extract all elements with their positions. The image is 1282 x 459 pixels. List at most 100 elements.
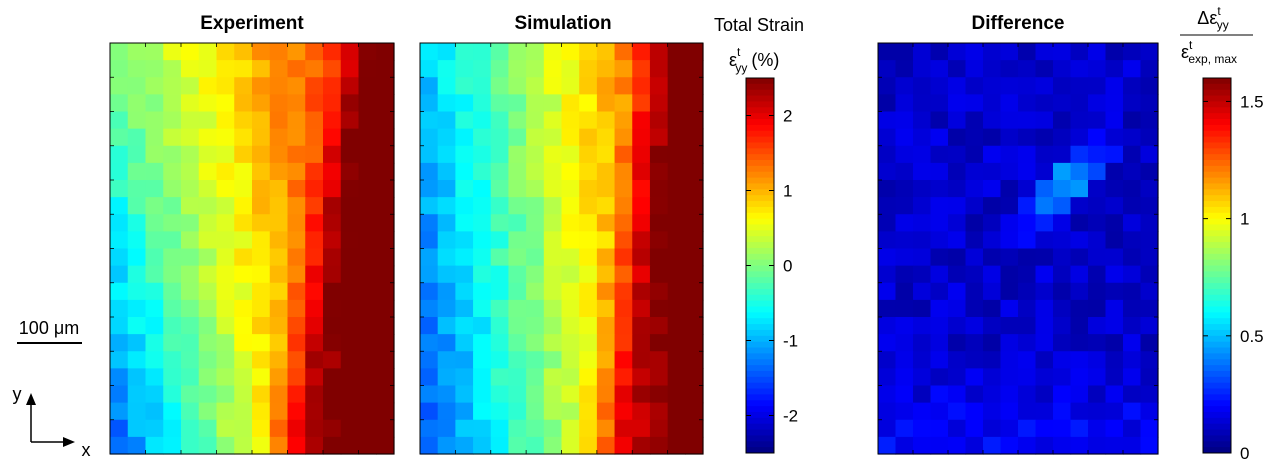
heatmap-cell: [526, 60, 545, 78]
colorbar-step: [746, 224, 774, 231]
heatmap-cell: [561, 180, 580, 198]
heatmap-cell: [340, 419, 360, 438]
heatmap-cell: [983, 402, 1002, 421]
heatmap-difference: [877, 42, 1159, 455]
heatmap-cell: [878, 43, 897, 61]
colorbar-step: [746, 177, 774, 184]
heatmap-cell: [198, 197, 218, 215]
heatmap-cell: [1000, 231, 1019, 250]
heatmap-cell: [110, 231, 129, 250]
heatmap-cell: [685, 197, 704, 215]
heatmap-cell: [234, 60, 253, 78]
heatmap-cell: [1140, 145, 1159, 164]
heatmap-cell: [145, 436, 164, 455]
heatmap-cell: [895, 180, 914, 198]
heatmap-cell: [1105, 368, 1124, 387]
colorbar-step: [746, 183, 774, 190]
heatmap-cell: [508, 334, 527, 352]
heatmap-cell: [287, 111, 306, 130]
heatmap-cell: [358, 282, 377, 301]
colorbar-step: [746, 160, 774, 167]
heatmap-cell: [163, 231, 182, 250]
heatmap-cell: [685, 60, 704, 78]
colorbar-step: [746, 400, 774, 407]
heatmap-cell: [543, 180, 563, 198]
heatmap-cell: [305, 265, 324, 284]
colorbar-step: [1203, 382, 1231, 390]
heatmap-cell: [965, 77, 984, 95]
heatmap-cell: [1018, 145, 1037, 164]
heatmap-cell: [323, 77, 342, 95]
heatmap-cell: [234, 197, 253, 215]
heatmap-cell: [913, 402, 932, 421]
heatmap-cell: [913, 368, 932, 387]
heatmap-cell: [1000, 248, 1019, 267]
heatmap-cell: [216, 128, 235, 147]
heatmap-cell: [878, 180, 897, 198]
heatmap-cell: [930, 231, 949, 250]
heatmap-cell: [1000, 317, 1019, 335]
heatmap-cell: [216, 265, 235, 284]
heatmap-cell: [234, 111, 253, 130]
heatmap-cell: [420, 385, 439, 404]
heatmap-cell: [913, 43, 932, 61]
heatmap-cell: [420, 265, 439, 284]
heatmap-cell: [323, 94, 342, 113]
heatmap-cell: [930, 402, 949, 421]
heatmap-cell: [878, 197, 897, 215]
heatmap-cell: [420, 368, 439, 387]
heatmap-cell: [614, 162, 633, 181]
heatmap-cell: [1123, 368, 1142, 387]
heatmap-cell: [163, 419, 182, 438]
heatmap-cell: [358, 197, 377, 215]
colorbar-step: [746, 300, 774, 308]
heatmap-cell: [930, 265, 949, 284]
colorbar-step: [1203, 218, 1231, 225]
colorbar-step: [1203, 124, 1231, 132]
heatmap-cell: [437, 145, 456, 164]
heatmap-cell: [1035, 77, 1054, 95]
heatmap-cell: [1018, 351, 1037, 369]
heatmap-cell: [358, 128, 377, 147]
heatmap-cell: [930, 77, 949, 95]
heatmap-cell: [561, 351, 580, 369]
heatmap-cell: [508, 180, 527, 198]
colorbar-step: [746, 429, 774, 436]
heatmap-cell: [983, 77, 1002, 95]
heatmap-cell: [252, 128, 271, 147]
heatmap-cell: [561, 94, 580, 113]
heatmap-cell: [878, 214, 897, 232]
heatmap-cell: [455, 111, 474, 130]
heatmap-cell: [420, 77, 439, 95]
heatmap-cell: [649, 111, 669, 130]
heatmap-cell: [965, 368, 984, 387]
heatmap-cell: [490, 231, 510, 250]
heatmap-cell: [596, 145, 616, 164]
heatmap-cell: [163, 368, 182, 387]
heatmap-cell: [1105, 180, 1124, 198]
heatmap-cell: [508, 197, 527, 215]
heatmap-cell: [508, 299, 527, 318]
heatmap-cell: [252, 334, 271, 352]
heatmap-cell: [110, 214, 129, 232]
colorbar-step: [1203, 95, 1231, 102]
heatmap-cell: [948, 436, 967, 455]
colorbar-step: [746, 376, 774, 384]
heatmap-cell: [1035, 402, 1054, 421]
heatmap-cell: [1070, 77, 1089, 95]
heatmap-cell: [1140, 436, 1159, 455]
heatmap-cell: [305, 128, 324, 147]
heatmap-cell: [473, 351, 492, 369]
heatmap-cell: [895, 43, 914, 61]
heatmap-cell: [878, 419, 897, 438]
colorbar-step: [1203, 154, 1231, 161]
heatmap-cell: [930, 368, 949, 387]
heatmap-cell: [358, 419, 377, 438]
heatmap-cell: [614, 299, 633, 318]
heatmap-cell: [1140, 282, 1159, 301]
heatmap-cell: [1053, 402, 1072, 421]
heatmap-cell: [983, 128, 1002, 147]
heatmap-cell: [1140, 43, 1159, 61]
title-simulation: Simulation: [514, 13, 611, 34]
